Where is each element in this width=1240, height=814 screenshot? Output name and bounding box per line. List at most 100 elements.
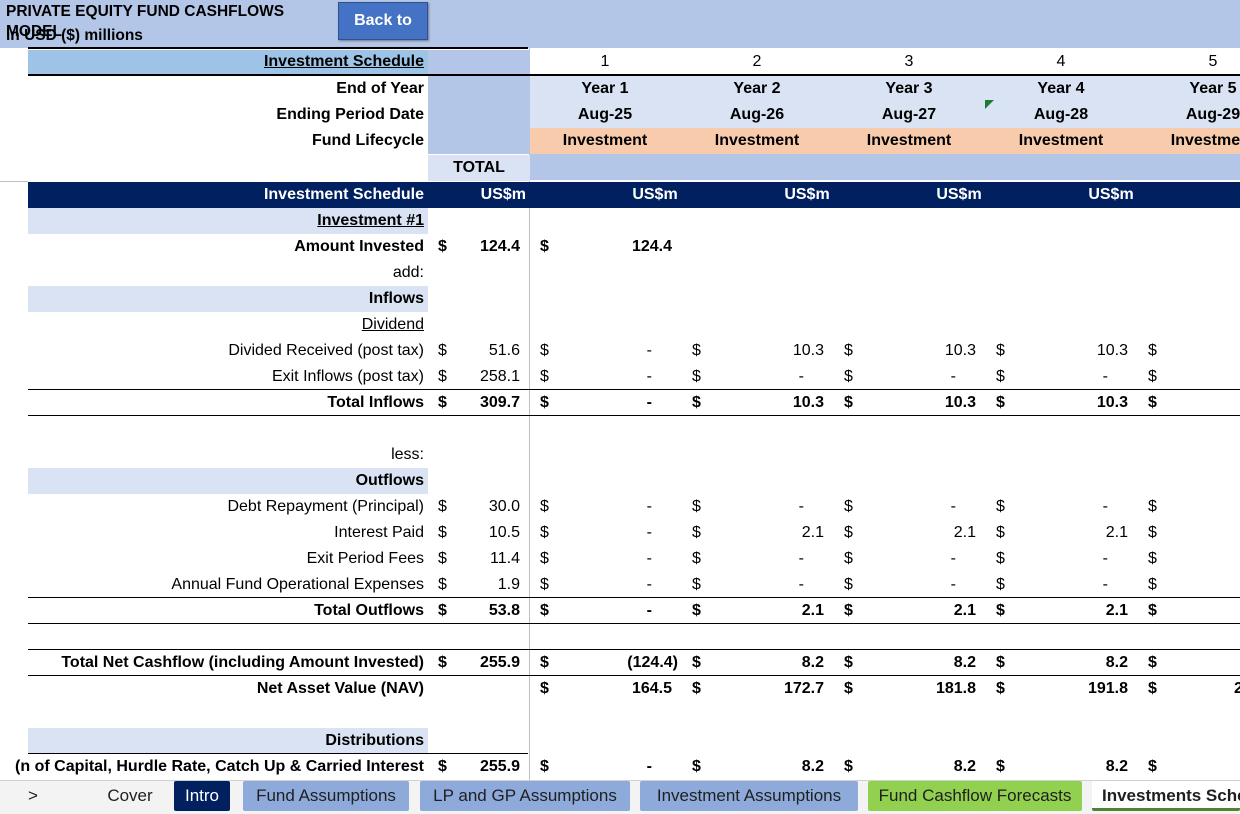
schedule-total-band [428,50,530,74]
unit-label: US$m [632,186,678,203]
header-band-total [428,0,530,48]
currency-symbol: $ [996,524,1005,541]
currency-symbol: $ [540,680,549,697]
investment-header-band [28,208,428,234]
currency-symbol: $ [1148,758,1157,775]
outflows-header-band [28,468,428,494]
currency-symbol: $ [438,654,447,671]
tab-cover[interactable]: Cover [107,786,153,805]
currency-symbol: $ [844,758,853,775]
less-label: less: [391,446,424,463]
tab-investments-schedule[interactable]: Investments Sche [1092,781,1240,811]
lifecycle-label: Fund Lifecycle [311,132,424,149]
currency-symbol: $ [692,394,701,411]
currency-symbol: $ [438,394,447,411]
investment-header: Investment #1 [317,212,424,229]
distributions-header: Distributions [325,732,424,749]
currency-symbol: $ [1148,524,1157,541]
back-to-button[interactable]: Back to [338,2,428,40]
debt-repayment-label: Debt Repayment (Principal) [227,498,424,515]
tab-lp-gp-assumptions[interactable]: LP and GP Assumptions [420,781,630,811]
currency-symbol: $ [438,368,447,385]
exit-inflows-label: Exit Inflows (post tax) [271,368,424,385]
year-value: - [646,524,652,541]
currency-symbol: $ [438,524,447,541]
tab-scroll-right-icon[interactable]: > [28,786,38,805]
tab-investment-assumptions[interactable]: Investment Assumptions [640,781,858,811]
currency-symbol: $ [692,498,701,515]
currency-symbol: $ [692,576,701,593]
total-value: 53.8 [488,602,520,619]
currency-symbol: $ [996,394,1005,411]
tab-fund-assumptions[interactable]: Fund Assumptions [243,781,409,811]
currency-symbol: $ [692,368,701,385]
inflows-header-band [28,286,428,312]
currency-symbol: $ [844,524,853,541]
currency-symbol: $ [996,654,1005,671]
year-value: - [950,498,956,515]
total-value: 30.0 [488,498,520,515]
inflows-header: Inflows [368,290,424,307]
currency-symbol: $ [844,394,853,411]
currency-symbol: $ [996,576,1005,593]
currency-symbol: $ [692,758,701,775]
currency-symbol: $ [438,550,447,567]
schedule-section-label: Investment Schedule [263,53,424,70]
rule [28,389,1240,390]
rule [28,47,528,49]
year-value: 2.1 [801,602,824,619]
currency-symbol: $ [996,602,1005,619]
period-date: Aug-28 [1033,106,1089,123]
total-header-band [428,76,530,154]
year-label: Year 4 [1037,80,1085,97]
year-label: Year 5 [1189,80,1237,97]
year-value: - [646,602,652,619]
total-value: 124.4 [479,238,520,255]
year-label: Year 2 [733,80,781,97]
currency-symbol: $ [540,550,549,567]
year-value: - [646,498,652,515]
currency-symbol: $ [996,680,1005,697]
currency-symbol: $ [438,576,447,593]
year-value: - [646,758,652,775]
tab-intro[interactable]: Intro [174,781,230,811]
nav-label: Net Asset Value (NAV) [256,680,424,697]
total-value: 1.9 [497,576,520,593]
currency-symbol: $ [996,342,1005,359]
year-value: 10.3 [792,342,824,359]
currency-symbol: $ [844,368,853,385]
currency-symbol: $ [1148,680,1157,697]
currency-symbol: $ [692,654,701,671]
currency-symbol: $ [996,550,1005,567]
units-row-label: Investment Schedule [263,186,424,203]
end-of-year-label: End of Year [336,80,424,97]
year-value: - [798,498,804,515]
currency-symbol: $ [540,394,549,411]
currency-symbol: $ [540,576,549,593]
column-divider [529,48,530,780]
currency-symbol: $ [844,498,853,515]
year-value: - [646,576,652,593]
period-date: Aug-25 [577,106,633,123]
currency-symbol: $ [1148,550,1157,567]
year-value: - [646,368,652,385]
year-value: - [646,394,652,411]
year-value: 10.3 [1096,342,1128,359]
currency-symbol: $ [540,524,549,541]
currency-symbol: $ [844,576,853,593]
total-value: 258.1 [479,368,520,385]
rule [28,675,1240,676]
year-value: 2.1 [1105,602,1128,619]
currency-symbol: $ [844,654,853,671]
year-value: 8.2 [1105,758,1128,775]
year-value: 8.2 [801,758,824,775]
year-value: 10.3 [944,342,976,359]
tab-fund-cashflow-forecasts[interactable]: Fund Cashflow Forecasts [868,781,1082,811]
currency-symbol: $ [1148,576,1157,593]
year-value: - [1102,498,1108,515]
currency-symbol: $ [692,602,701,619]
comment-indicator-icon[interactable] [985,100,994,109]
currency-symbol: $ [1148,368,1157,385]
units-row-band [28,182,1240,208]
year-value: 181.8 [935,680,976,697]
